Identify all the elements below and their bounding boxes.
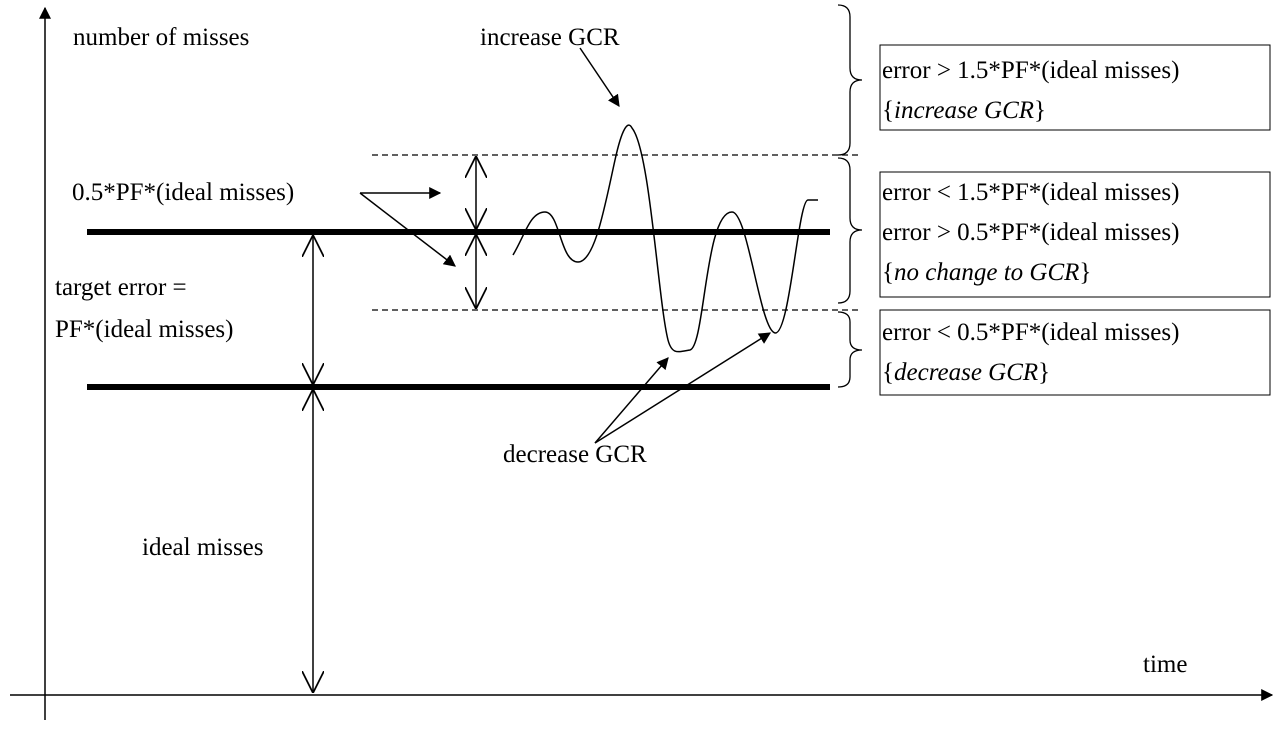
- ideal-label: ideal misses: [142, 534, 264, 561]
- brace: [837, 157, 863, 304]
- target-label: target error =: [55, 274, 187, 301]
- brace-close: }: [1034, 97, 1046, 124]
- decrease-label: decrease GCR: [503, 441, 647, 468]
- condition-box: [879, 171, 1271, 298]
- box-line: error < 0.5*PF*(ideal misses): [882, 319, 1179, 346]
- x-axis-label: time: [1143, 651, 1187, 678]
- target-label: PF*(ideal misses): [55, 316, 233, 343]
- condition-box: [879, 44, 1271, 131]
- brace-open: {: [882, 359, 894, 386]
- pointer: [594, 357, 669, 444]
- brace-close: }: [1038, 359, 1050, 386]
- y-axis-label: number of misses: [73, 24, 249, 51]
- action: increase GCR: [894, 97, 1034, 124]
- brace: [837, 311, 863, 388]
- box-line: error > 1.5*PF*(ideal misses): [882, 57, 1179, 84]
- brace-open: {: [882, 97, 894, 124]
- brace-open: {: [882, 259, 894, 286]
- error-curve: [512, 124, 818, 353]
- box-action: {no change to GCR}: [882, 259, 1091, 286]
- action: decrease GCR: [894, 359, 1038, 386]
- pointer: [594, 332, 772, 444]
- box-action: {decrease GCR}: [882, 359, 1050, 386]
- half-pf-label: 0.5*PF*(ideal misses): [72, 179, 294, 206]
- condition-box: [879, 309, 1271, 396]
- pointer: [359, 192, 456, 267]
- pointer: [579, 47, 620, 107]
- action: no change to GCR: [894, 259, 1079, 286]
- box-line: error < 1.5*PF*(ideal misses): [882, 179, 1179, 206]
- brace-close: }: [1079, 259, 1091, 286]
- brace: [837, 4, 863, 156]
- increase-label: increase GCR: [480, 24, 620, 51]
- box-line: error > 0.5*PF*(ideal misses): [882, 219, 1179, 246]
- box-action: {increase GCR}: [882, 97, 1046, 124]
